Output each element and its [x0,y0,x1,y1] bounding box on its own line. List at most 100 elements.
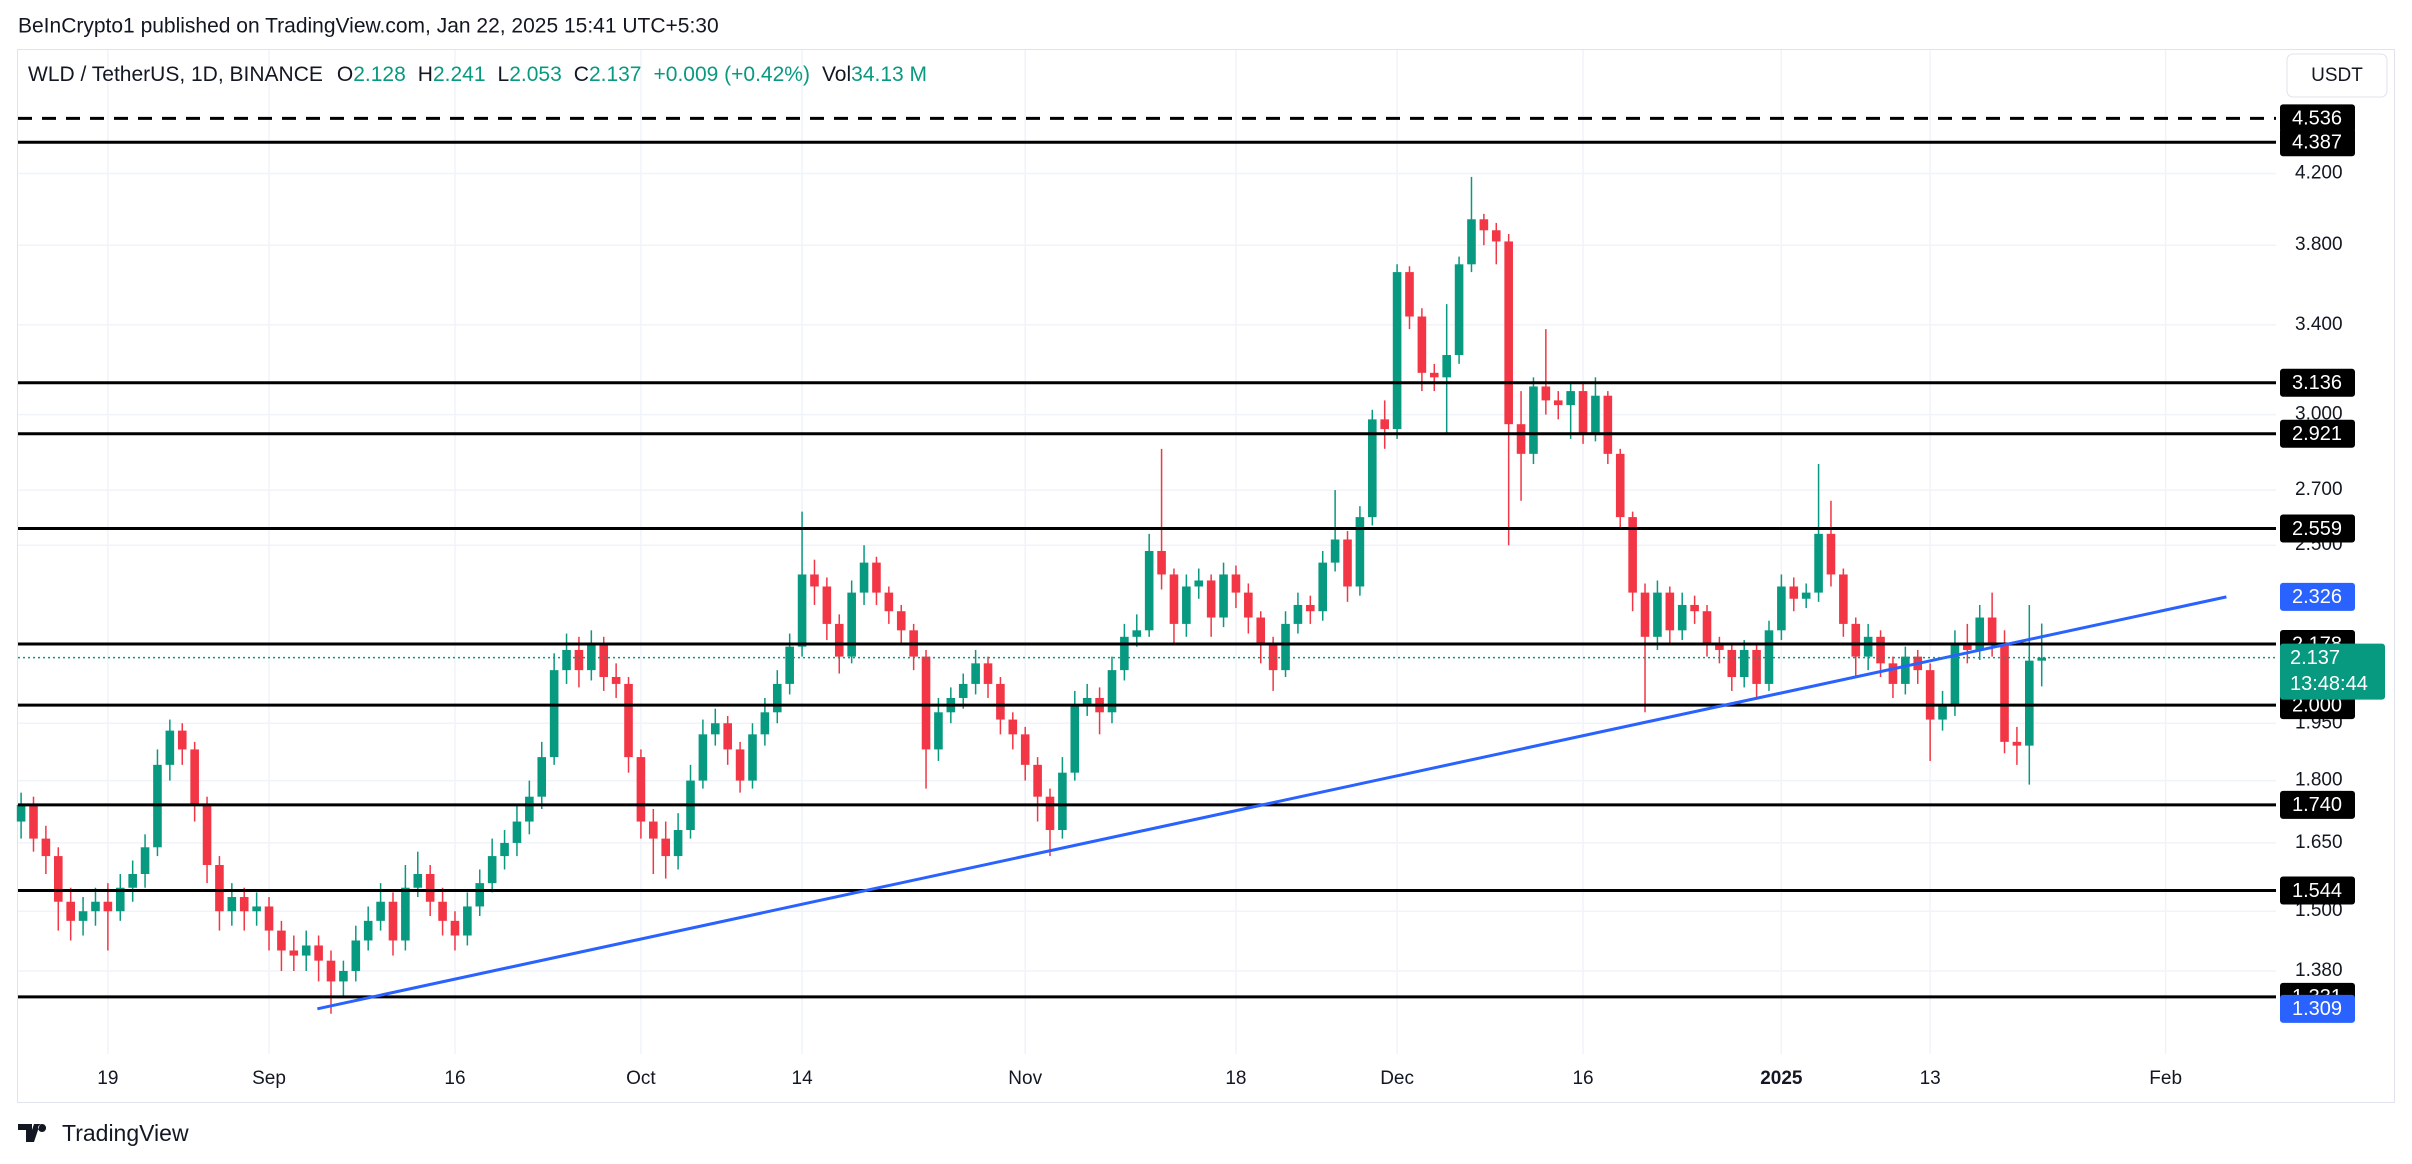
y-tick-label: 1.500 [2295,900,2343,921]
candle-body [1392,272,1402,430]
candle-body [859,562,869,593]
candle-body [1417,316,1427,373]
level-tag: 4.536 [2292,108,2342,130]
candle-body [2037,657,2047,661]
candle-body [438,901,447,921]
candle-body [574,649,584,671]
candle-body [1529,386,1538,454]
candle-body [797,574,807,647]
candle-body [314,945,323,961]
x-tick-label: Oct [626,1068,656,1089]
candle-body [1603,395,1613,454]
candle-body [1789,586,1799,599]
y-tick-label: 2.700 [2295,479,2343,500]
candle-body [872,562,881,593]
x-tick-label: 19 [97,1068,118,1089]
level-tag: 2.921 [2292,423,2342,445]
plot-area [16,50,2276,1054]
candle-body [1938,705,1947,720]
candle-body [723,723,732,750]
symbol: WLD / TetherUS, 1D, BINANCE [28,63,323,86]
currency-button[interactable] [2286,53,2388,98]
candle-body [1268,643,1278,671]
level-tag: 1.740 [2292,794,2342,816]
candle-body [1677,604,1687,631]
y-tick-label: 1.380 [2295,960,2343,981]
candle-body [1479,219,1489,231]
candle-body [673,830,683,857]
candle-body [822,586,832,624]
volume-value: 34.13 M [851,63,927,86]
candle-body [896,611,906,631]
candle-body [649,821,658,839]
ohlc-label: C [574,63,589,86]
candle-body [1653,592,1662,637]
candle-body [847,592,856,657]
candle-body [1442,355,1451,378]
candle-body [1206,580,1216,618]
candle-body [1368,419,1377,518]
candle-body [1169,574,1179,624]
level-tag-bg [2280,419,2355,448]
candle-body [1219,574,1228,618]
trendline-tag-bg [2280,994,2355,1023]
candle-body [1318,562,1328,612]
candle-body [475,883,485,907]
volume-label: Vol [822,63,851,86]
level-tag-bg [2280,514,2355,543]
candle-body [1467,219,1476,265]
candle-body [53,856,63,902]
candle-body [252,906,261,912]
candle-body [66,901,75,921]
candle-body [1628,517,1637,593]
candle-body [339,970,348,982]
candle-body [884,592,894,612]
level-tag-bg [2280,128,2355,157]
candle-body [934,712,943,750]
level-tag-bg [2280,368,2355,397]
y-tick-label: 4.200 [2295,163,2343,184]
legend-line: WLD / TetherUS, 1D, BINANCE O2.128 H2.241 L… [28,63,927,86]
candle-body [128,873,137,888]
brand: TradingView [62,1120,189,1146]
x-tick-label: 16 [1572,1068,1593,1089]
candle-body [487,856,497,884]
x-tick-label: 2025 [1760,1068,1803,1089]
candle-body [1578,391,1588,434]
candle-body [425,873,435,902]
candle-body [599,643,609,677]
candle-body [810,574,819,587]
candle-body [1020,734,1030,765]
candle-body [537,757,547,797]
candle-body [971,663,980,684]
candle-body [1925,670,1935,720]
candle-body [1739,649,1749,677]
candle-body [1306,604,1315,612]
level-tag: 2.559 [2292,518,2342,540]
level-tag-bg [2280,876,2355,905]
candle-body [2025,660,2034,746]
candle-body [1231,574,1241,593]
trendline-tag: 1.309 [2292,998,2342,1020]
candle-body [562,649,571,671]
candle-body [215,864,224,912]
candle-body [1839,574,1848,624]
candle-body [500,842,509,857]
candle-body [1144,550,1154,631]
candle-body [1690,604,1699,612]
candle-body [1640,592,1650,637]
candle-body [450,920,460,936]
candle-body [1454,264,1464,356]
candle-body [735,749,745,781]
candle-body [1665,592,1675,631]
candle-body [1566,391,1575,406]
y-tick-label: 1.650 [2295,832,2343,853]
candle-body [1950,643,1960,706]
currency-label[interactable]: USDT [2311,65,2363,86]
candle-body [363,920,373,941]
candle-body [227,897,237,912]
candle-body [1429,372,1439,378]
candle-body [78,911,88,921]
candle-body [1851,623,1861,657]
candle-body [1405,272,1414,317]
